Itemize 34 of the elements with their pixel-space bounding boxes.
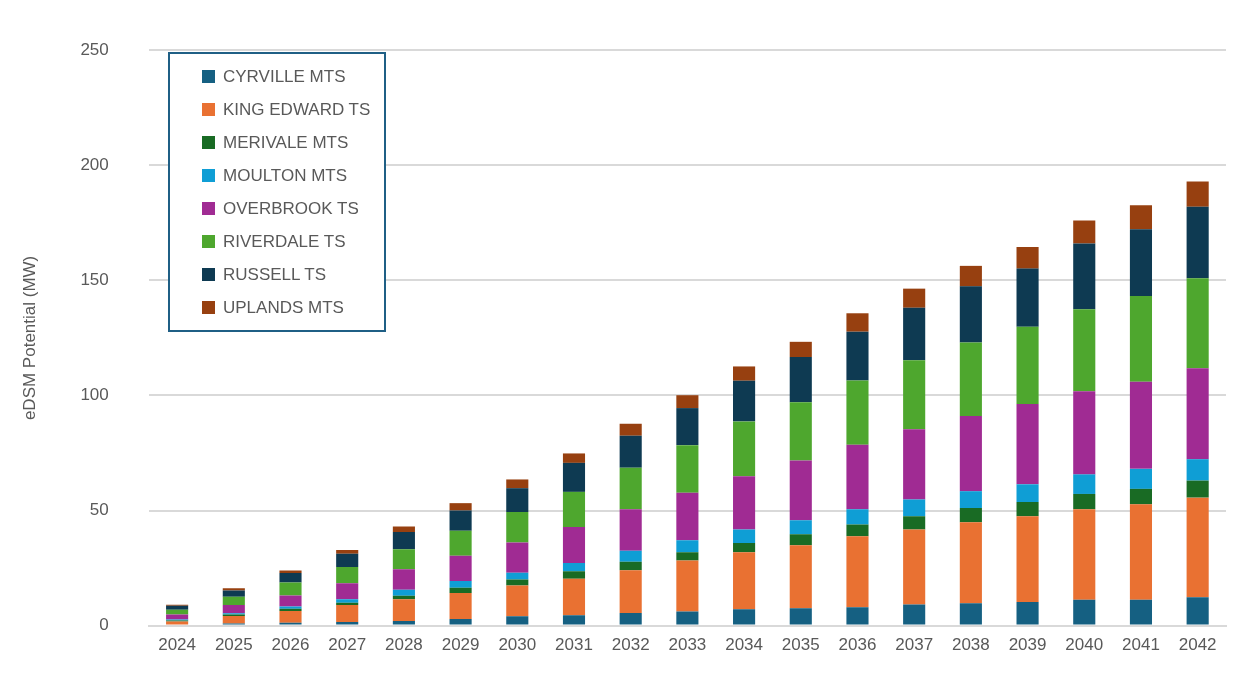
legend-label: KING EDWARD TS — [223, 99, 371, 120]
y-tick-label: 250 — [80, 39, 109, 59]
x-tick-label: 2034 — [725, 635, 763, 655]
x-tick-label: 2038 — [951, 635, 990, 655]
x-tick-label: 2036 — [838, 635, 877, 655]
x-tick-label: 2035 — [781, 635, 820, 655]
x-tick-label: 2033 — [668, 635, 707, 655]
x-tick-label: 2041 — [1122, 635, 1160, 655]
y-axis-title: eDSM Potential (MW) — [19, 255, 39, 421]
x-tick-label: 2028 — [384, 635, 423, 655]
legend-label: CYRVILLE MTS — [223, 66, 346, 87]
x-tick-label: 2029 — [441, 635, 480, 655]
legend-label: OVERBROOK TS — [223, 198, 359, 219]
legend-label: MERIVALE MTS — [223, 132, 349, 153]
x-tick-label: 2040 — [1065, 635, 1104, 655]
x-tick-label: 2026 — [271, 635, 310, 655]
legend-label: RUSSELL TS — [223, 264, 326, 285]
legend-label: RIVERDALE TS — [223, 231, 346, 252]
x-tick-label: 2024 — [158, 635, 197, 655]
y-tick-label: 50 — [89, 500, 109, 520]
y-tick-label: 100 — [80, 385, 109, 405]
x-tick-label: 2037 — [895, 635, 934, 655]
y-tick-label: 0 — [99, 615, 109, 635]
x-tick-label: 2025 — [214, 635, 253, 655]
x-tick-label: 2031 — [555, 635, 593, 655]
x-tick-label: 2030 — [498, 635, 537, 655]
x-tick-label: 2039 — [1008, 635, 1047, 655]
x-tick-label: 2032 — [611, 635, 650, 655]
x-tick-label: 2027 — [328, 635, 367, 655]
x-tick-label: 2042 — [1178, 635, 1217, 655]
legend-label: MOULTON MTS — [223, 165, 348, 186]
y-tick-label: 200 — [80, 154, 109, 174]
y-tick-label: 150 — [80, 270, 109, 290]
legend-label: UPLANDS MTS — [223, 297, 344, 318]
